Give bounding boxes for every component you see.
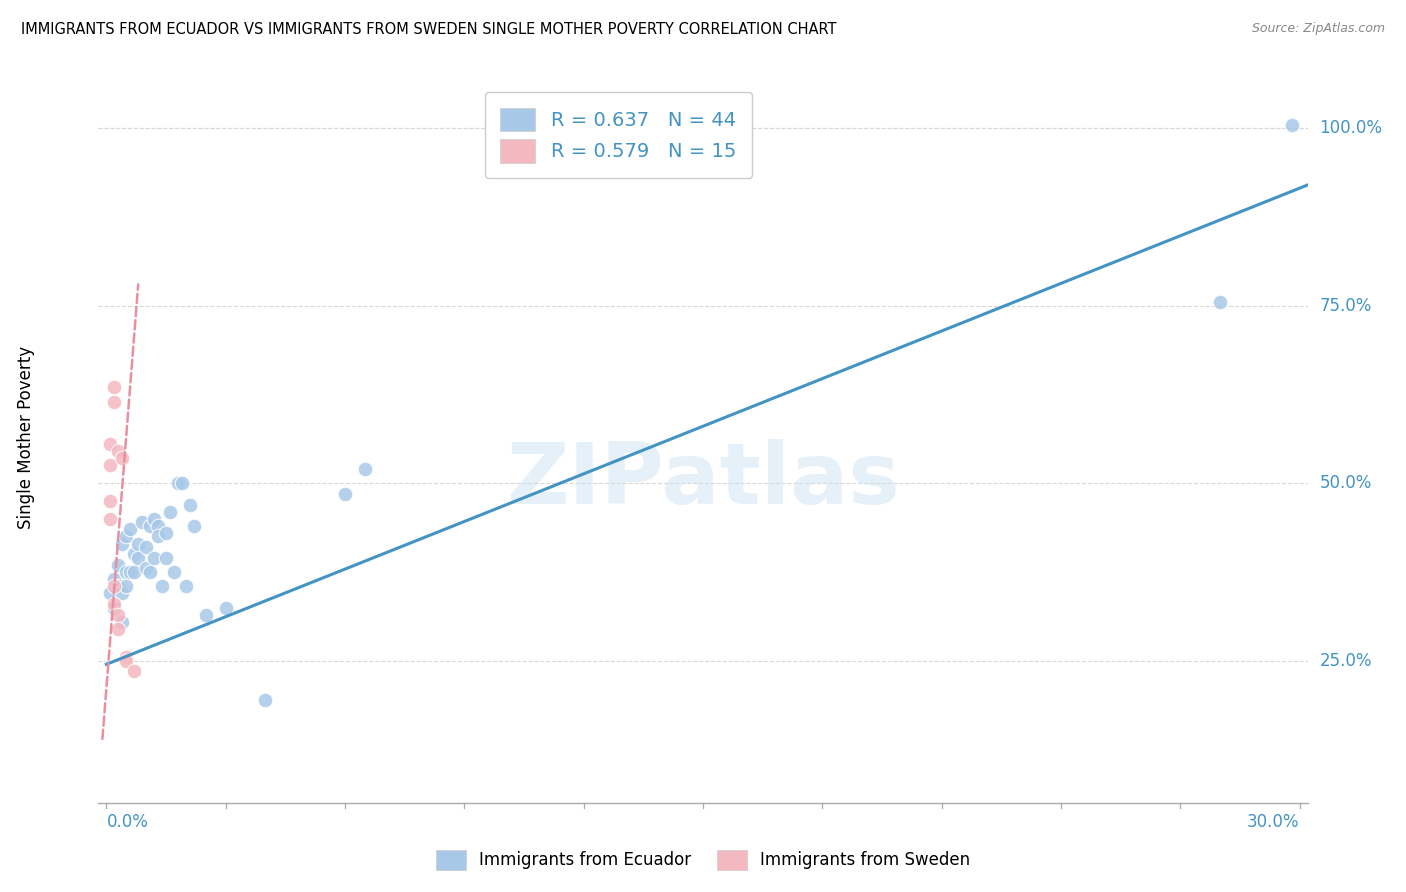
Point	[333, 487, 356, 501]
Point	[1209, 295, 1232, 310]
Point	[155, 525, 177, 540]
Point	[107, 579, 129, 593]
Text: 100.0%: 100.0%	[1319, 120, 1382, 137]
Point	[143, 512, 166, 526]
Point	[1281, 118, 1303, 132]
Point	[122, 565, 145, 579]
Point	[146, 529, 169, 543]
Point	[194, 607, 217, 622]
Point	[354, 462, 377, 476]
Text: 0.0%: 0.0%	[107, 814, 148, 831]
Text: 50.0%: 50.0%	[1319, 475, 1372, 492]
Point	[98, 458, 121, 473]
Point	[98, 512, 121, 526]
Point	[103, 597, 125, 611]
Point	[135, 540, 157, 554]
Text: 30.0%: 30.0%	[1247, 814, 1299, 831]
Point	[179, 498, 201, 512]
Point	[159, 505, 181, 519]
Text: Source: ZipAtlas.com: Source: ZipAtlas.com	[1251, 22, 1385, 36]
Point	[163, 565, 186, 579]
Point	[98, 494, 121, 508]
Point	[174, 579, 197, 593]
Point	[103, 380, 125, 394]
Legend: R = 0.637   N = 44, R = 0.579   N = 15: R = 0.637 N = 44, R = 0.579 N = 15	[485, 92, 752, 178]
Point	[139, 519, 162, 533]
Point	[111, 615, 134, 629]
Point	[115, 529, 138, 543]
Point	[127, 536, 149, 550]
Point	[692, 118, 714, 132]
Text: 75.0%: 75.0%	[1319, 297, 1372, 315]
Text: ZIPatlas: ZIPatlas	[506, 440, 900, 523]
Point	[122, 547, 145, 561]
Point	[115, 654, 138, 668]
Point	[120, 522, 142, 536]
Point	[107, 622, 129, 636]
Text: Single Mother Poverty: Single Mother Poverty	[17, 345, 35, 529]
Point	[139, 565, 162, 579]
Legend: Immigrants from Ecuador, Immigrants from Sweden: Immigrants from Ecuador, Immigrants from…	[429, 843, 977, 877]
Point	[115, 650, 138, 665]
Point	[107, 558, 129, 572]
Point	[111, 451, 134, 466]
Point	[150, 579, 173, 593]
Point	[155, 550, 177, 565]
Point	[127, 550, 149, 565]
Point	[167, 476, 190, 491]
Point	[98, 437, 121, 451]
Text: IMMIGRANTS FROM ECUADOR VS IMMIGRANTS FROM SWEDEN SINGLE MOTHER POVERTY CORRELAT: IMMIGRANTS FROM ECUADOR VS IMMIGRANTS FR…	[21, 22, 837, 37]
Point	[107, 444, 129, 458]
Point	[170, 476, 193, 491]
Point	[215, 600, 238, 615]
Point	[98, 586, 121, 600]
Point	[111, 586, 134, 600]
Point	[146, 519, 169, 533]
Point	[103, 572, 125, 586]
Point	[103, 394, 125, 409]
Point	[183, 519, 205, 533]
Point	[103, 579, 125, 593]
Point	[135, 561, 157, 575]
Point	[120, 565, 142, 579]
Point	[131, 516, 153, 530]
Point	[111, 536, 134, 550]
Point	[254, 693, 277, 707]
Point	[122, 665, 145, 679]
Point	[115, 579, 138, 593]
Point	[103, 600, 125, 615]
Point	[107, 607, 129, 622]
Text: 25.0%: 25.0%	[1319, 652, 1372, 670]
Point	[115, 565, 138, 579]
Point	[143, 550, 166, 565]
